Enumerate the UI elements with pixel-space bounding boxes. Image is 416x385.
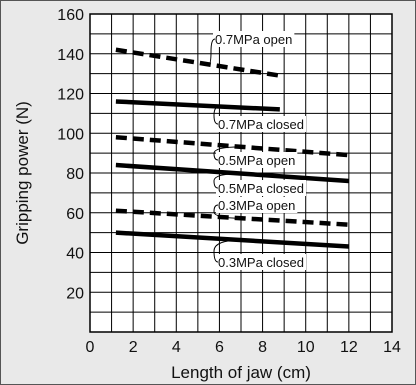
plot-border (89, 13, 393, 333)
y-tick-label: 160 (57, 7, 84, 24)
annotation-leader (213, 239, 242, 263)
y-tick-label: 100 (57, 126, 84, 143)
annotation-leader (208, 38, 216, 65)
annotation-backing (216, 180, 306, 196)
annotation-leader (213, 204, 242, 219)
annotation-label: 0.3MPa open (218, 198, 295, 213)
x-tick-label: 0 (86, 339, 95, 356)
annotation-backing (213, 31, 295, 47)
annotation-label: 0.5MPa open (218, 153, 295, 168)
series-line-5 (115, 230, 349, 249)
series-line-1 (115, 99, 280, 112)
annotation-backing (216, 197, 298, 213)
x-tick-label: 14 (383, 339, 401, 356)
annotation-backing (216, 116, 306, 132)
annotation-label: 0.5MPa closed (218, 181, 304, 196)
y-tick-label: 120 (57, 87, 84, 104)
annotation-label: 0.7MPa closed (218, 117, 304, 132)
y-axis-title: Gripping power (N) (13, 101, 32, 245)
annotation-leader (213, 105, 220, 125)
x-tick-label: 4 (172, 339, 181, 356)
annotation-backing (216, 254, 306, 270)
y-tick-label: 140 (57, 47, 84, 64)
y-tick-label: 40 (66, 246, 84, 263)
annotation-leader (213, 146, 242, 161)
annotation-label: 0.3MPa closed (218, 255, 304, 270)
x-tick-label: 6 (215, 339, 224, 356)
annotation-leader (213, 173, 242, 189)
series-line-3 (115, 162, 350, 184)
series-line-0 (115, 47, 281, 78)
x-axis-title: Length of jaw (cm) (171, 363, 311, 382)
x-tick-label: 12 (340, 339, 358, 356)
annotation-backing (216, 152, 298, 168)
x-tick-label: 2 (129, 339, 138, 356)
y-tick-label: 60 (66, 206, 84, 223)
annotation-label: 0.7MPa open (215, 32, 292, 47)
y-tick-label: 20 (66, 285, 84, 302)
x-tick-label: 8 (258, 339, 267, 356)
y-tick-label: 80 (66, 166, 84, 183)
series-line-2 (115, 134, 350, 158)
series-line-4 (115, 208, 349, 227)
x-tick-label: 10 (297, 339, 315, 356)
